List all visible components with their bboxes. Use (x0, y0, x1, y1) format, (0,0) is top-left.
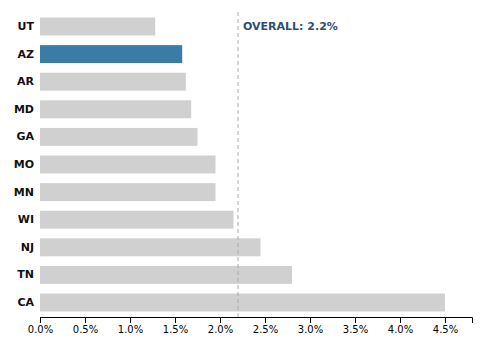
x-tick-label: 4.5% (433, 324, 458, 335)
x-tick-label: 4.0% (388, 324, 413, 335)
bar (40, 294, 445, 312)
x-tick-mark (40, 317, 41, 323)
x-tick-label: 1.5% (163, 324, 188, 335)
x-tick: 4.0% (388, 317, 413, 335)
y-tick: MO (14, 158, 40, 171)
bar (40, 45, 182, 63)
x-tick-mark (85, 317, 86, 323)
x-tick: 0.5% (73, 317, 98, 335)
x-tick-mark (355, 317, 356, 323)
x-tick: 3.0% (298, 317, 323, 335)
y-tick: AR (17, 75, 40, 88)
x-tick: 1.5% (163, 317, 188, 335)
x-tick-label: 3.0% (298, 324, 323, 335)
chart: 0.0% 0.5% 1.0% 1.5% 2.0% 2.5% 3.0% 3.5% 4.0% 4.5%… (0, 0, 490, 345)
plot: 0.0% 0.5% 1.0% 1.5% 2.0% 2.5% 3.0% 3.5% 4.0% 4.5%… (14, 12, 473, 335)
x-tick-label: 2.0% (208, 324, 233, 335)
y-tick: WI (18, 213, 40, 226)
x-tick: 0.0% (28, 317, 53, 335)
bar (40, 266, 292, 284)
x-tick-mark (445, 317, 446, 323)
y-tick-label: NJ (21, 241, 34, 254)
x-axis: 0.0% 0.5% 1.0% 1.5% 2.0% 2.5% 3.0% 3.5% 4.0% 4.5% (28, 317, 473, 335)
y-tick: CA (17, 296, 40, 309)
bar (40, 156, 216, 174)
reference-line (238, 12, 239, 317)
y-tick-label: MD (14, 103, 34, 116)
y-tick-label: CA (17, 296, 34, 309)
y-tick: TN (17, 268, 40, 281)
y-tick: MN (14, 186, 40, 199)
x-tick-label: 1.0% (118, 324, 143, 335)
y-tick-label: TN (17, 268, 34, 281)
y-tick-label: GA (16, 130, 34, 143)
y-axis: UT AZ AR MD GA MO MN WI NJ TN CA (14, 20, 40, 309)
y-tick: NJ (21, 241, 40, 254)
x-axis-line (41, 318, 473, 324)
x-tick-mark (175, 317, 176, 323)
x-tick-label: 3.5% (343, 324, 368, 335)
bar (40, 211, 234, 229)
y-tick-label: UT (18, 20, 35, 33)
y-tick: GA (16, 130, 40, 143)
x-tick-mark (130, 317, 131, 323)
bar (40, 128, 198, 146)
y-tick-label: MO (14, 158, 34, 171)
y-tick-label: AZ (18, 48, 35, 61)
bar (40, 73, 186, 91)
y-tick: AZ (18, 48, 41, 61)
x-tick-mark (400, 317, 401, 323)
reference-label: OVERALL: 2.2% (243, 20, 338, 33)
x-tick-label: 0.0% (28, 324, 53, 335)
y-tick-label: AR (17, 75, 35, 88)
x-tick-label: 2.5% (253, 324, 278, 335)
x-tick: 2.5% (253, 317, 278, 335)
x-tick-mark (220, 317, 221, 323)
x-tick-label: 0.5% (73, 324, 98, 335)
x-tick-mark (265, 317, 266, 323)
bar (40, 183, 216, 201)
x-tick: 1.0% (118, 317, 143, 335)
bars (40, 12, 445, 317)
y-tick-label: WI (18, 213, 34, 226)
x-tick: 2.0% (208, 317, 233, 335)
bar (40, 238, 261, 256)
y-tick: MD (14, 103, 40, 116)
bar (40, 100, 191, 118)
x-tick: 4.5% (433, 317, 458, 335)
y-tick: UT (18, 20, 40, 33)
x-tick: 3.5% (343, 317, 368, 335)
bar (40, 18, 155, 36)
y-tick-label: MN (14, 186, 34, 199)
x-tick-mark (310, 317, 311, 323)
